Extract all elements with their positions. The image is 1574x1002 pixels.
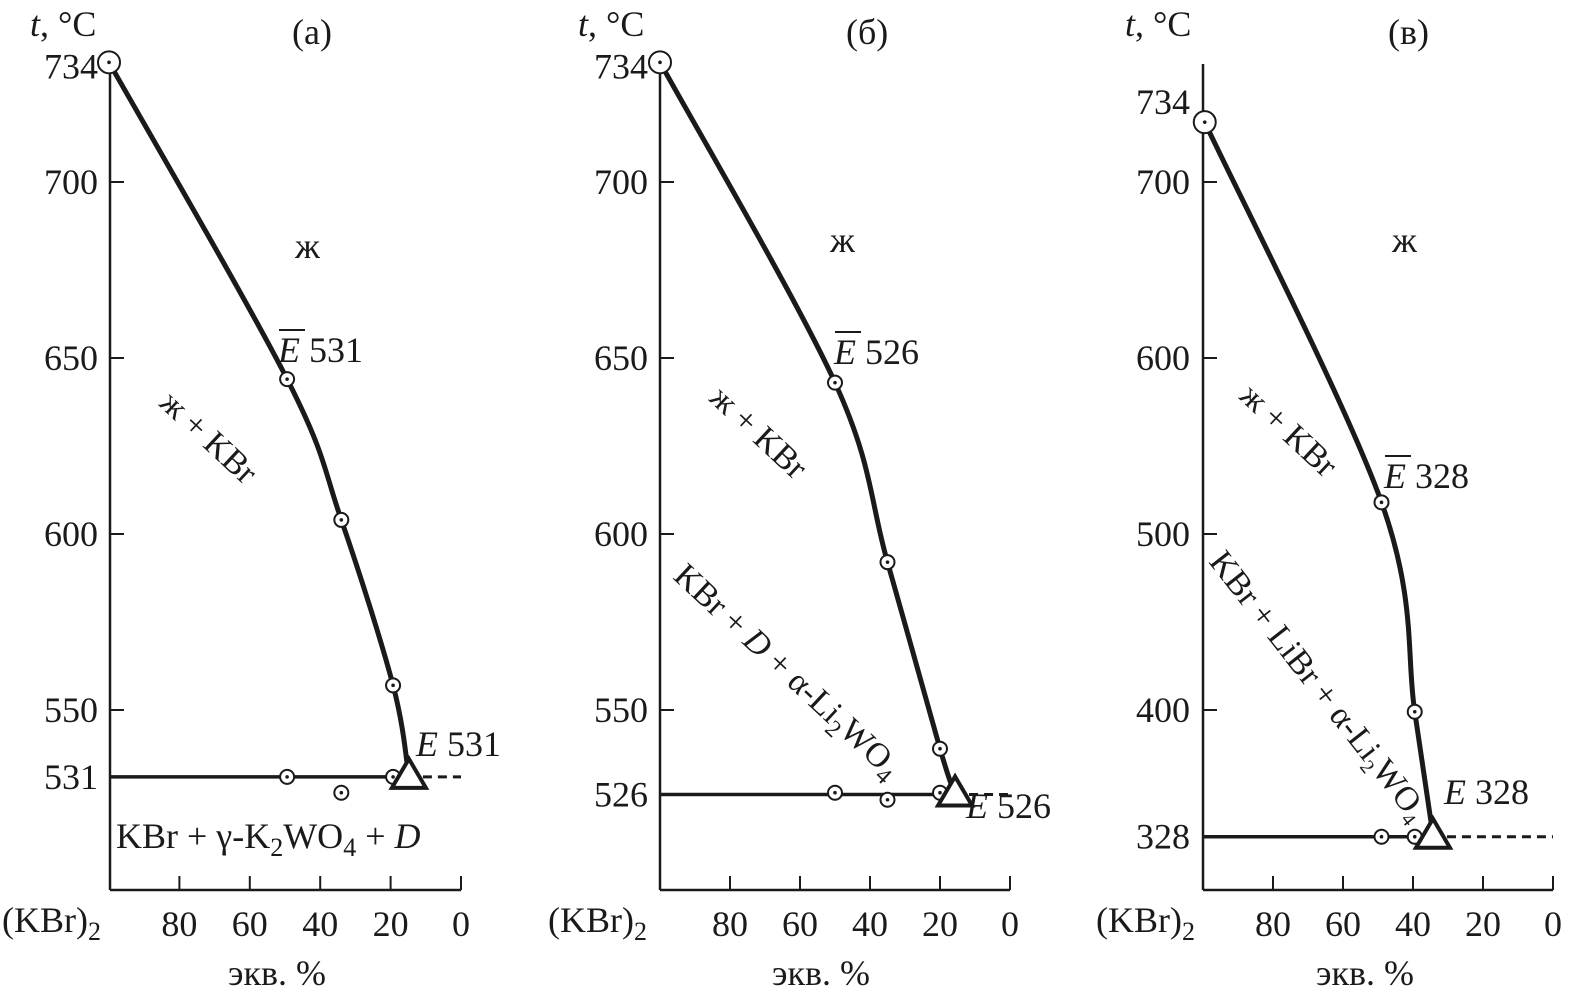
region-solid-label: KBr + D + α-Li2WO4 xyxy=(662,557,907,790)
region-liquid-kbr-label: ж + KBr xyxy=(1232,376,1345,485)
y-tick-label: 600 xyxy=(594,514,648,554)
data-point-dot xyxy=(339,790,344,795)
x-tick-label: 80 xyxy=(712,904,748,944)
region-liquid-kbr-label: ж + KBr xyxy=(152,383,265,492)
y-axis-label: t, °C xyxy=(30,4,96,44)
y-tick-label: 650 xyxy=(594,338,648,378)
data-point-dot xyxy=(1412,834,1417,839)
liquidus-curve xyxy=(1202,121,1436,836)
data-point-dot xyxy=(938,746,942,751)
x-tick-label: 40 xyxy=(1395,904,1431,944)
panel-0-plot: 80 60 40 20 0 734 700 650 600 550 531 xyxy=(44,46,470,944)
ebar-label: E 526 xyxy=(833,332,919,372)
y-tick-label: 650 xyxy=(44,338,98,378)
x-tick-label: 0 xyxy=(452,904,470,944)
eutectic-label: E 526 xyxy=(965,786,1051,826)
x-tick-label: 40 xyxy=(852,904,888,944)
data-point-dot xyxy=(1379,500,1384,505)
x-tick-label: 40 xyxy=(302,904,338,944)
y-tick-label: 734 xyxy=(1136,82,1190,122)
x-tick-label: 60 xyxy=(232,904,268,944)
region-liquid-label: ж xyxy=(1391,220,1418,260)
data-point-dot xyxy=(391,683,395,688)
x-tick-label: 20 xyxy=(922,904,958,944)
eutectic-triangle-marker xyxy=(388,754,430,790)
region-solid-label: KBr + γ-K2WO4 + D xyxy=(116,816,421,862)
data-point-dot xyxy=(391,775,395,779)
panel-title: (в) xyxy=(1388,12,1429,52)
data-point-dot xyxy=(1412,709,1417,714)
data-point-dot xyxy=(833,380,837,385)
eutectic-label: E 531 xyxy=(415,724,501,764)
y-tick-label: 550 xyxy=(44,690,98,730)
eutectic-triangle-marker xyxy=(934,772,976,808)
y-tick-label: 700 xyxy=(594,162,648,202)
x-tick-label: 0 xyxy=(1544,904,1562,944)
y-tick-label: 531 xyxy=(44,757,98,797)
eutectic-triangle-marker xyxy=(1412,814,1454,850)
x-tick-label: 60 xyxy=(782,904,818,944)
panel-b: t, °C (б) ж ж + KBr KBr + D + α-Li2WO4 E… xyxy=(548,4,1051,993)
data-point-dot xyxy=(885,560,890,564)
x-left-label: (KBr)2 xyxy=(548,900,647,946)
data-point-dot xyxy=(285,377,289,381)
region-liquid-label: ж xyxy=(829,220,856,260)
melting-point-marker-dot xyxy=(658,60,662,65)
ebar-label: E 328 xyxy=(1383,456,1469,496)
data-point-dot xyxy=(285,775,289,779)
region-liquid-label: ж xyxy=(294,226,321,266)
y-axis-label: t, °C xyxy=(1125,4,1191,44)
x-axis-label: экв. % xyxy=(1316,953,1414,993)
data-point-dot xyxy=(339,518,344,522)
melting-point-marker-dot xyxy=(107,60,111,65)
panel-title: (а) xyxy=(292,12,332,52)
liquidus-curve xyxy=(106,61,412,778)
y-tick-label: 600 xyxy=(44,514,98,554)
melting-point-marker-dot xyxy=(1202,120,1207,124)
panel-title: (б) xyxy=(846,12,888,52)
panel-2-plot: 80 60 40 20 0 734 700 600 500 400 328 xyxy=(1136,64,1562,944)
x-tick-label: 80 xyxy=(1255,904,1291,944)
x-tick-label: 60 xyxy=(1325,904,1361,944)
x-left-label: (KBr)2 xyxy=(2,900,101,946)
eutectic-label: E 328 xyxy=(1443,772,1529,812)
data-point-dot xyxy=(833,790,837,795)
y-tick-label: 700 xyxy=(1136,162,1190,202)
y-axis-label: t, °C xyxy=(578,4,644,44)
x-tick-label: 0 xyxy=(1001,904,1019,944)
x-left-label: (KBr)2 xyxy=(1096,900,1195,946)
y-tick-label: 550 xyxy=(594,690,648,730)
x-tick-label: 20 xyxy=(373,904,409,944)
x-tick-label: 20 xyxy=(1465,904,1501,944)
region-solid-label: KBr + LiBr + α-Li2WO4 xyxy=(1199,544,1435,830)
data-point-dot xyxy=(938,790,942,795)
data-point-dot xyxy=(1379,834,1384,839)
y-tick-label: 600 xyxy=(1136,338,1190,378)
y-tick-label: 734 xyxy=(44,46,98,86)
x-tick-label: 80 xyxy=(161,904,197,944)
y-tick-label: 400 xyxy=(1136,690,1190,730)
x-axis-label: экв. % xyxy=(228,953,326,993)
panel-a: t, °C (а) ж ж + KBr KBr + γ-K2WO4 + D E … xyxy=(2,4,501,993)
region-liquid-kbr-label: ж + KBr xyxy=(702,378,815,487)
y-tick-label: 734 xyxy=(594,46,648,86)
x-axis-label: экв. % xyxy=(772,953,870,993)
data-point-dot xyxy=(885,797,890,802)
y-tick-label: 500 xyxy=(1136,514,1190,554)
ebar-label: E 531 xyxy=(277,330,363,370)
y-tick-label: 700 xyxy=(44,162,98,202)
y-tick-label: 526 xyxy=(594,774,648,814)
panel-1-plot: 80 60 40 20 0 734 700 650 600 550 526 xyxy=(594,46,1019,944)
y-tick-label: 328 xyxy=(1136,817,1190,857)
